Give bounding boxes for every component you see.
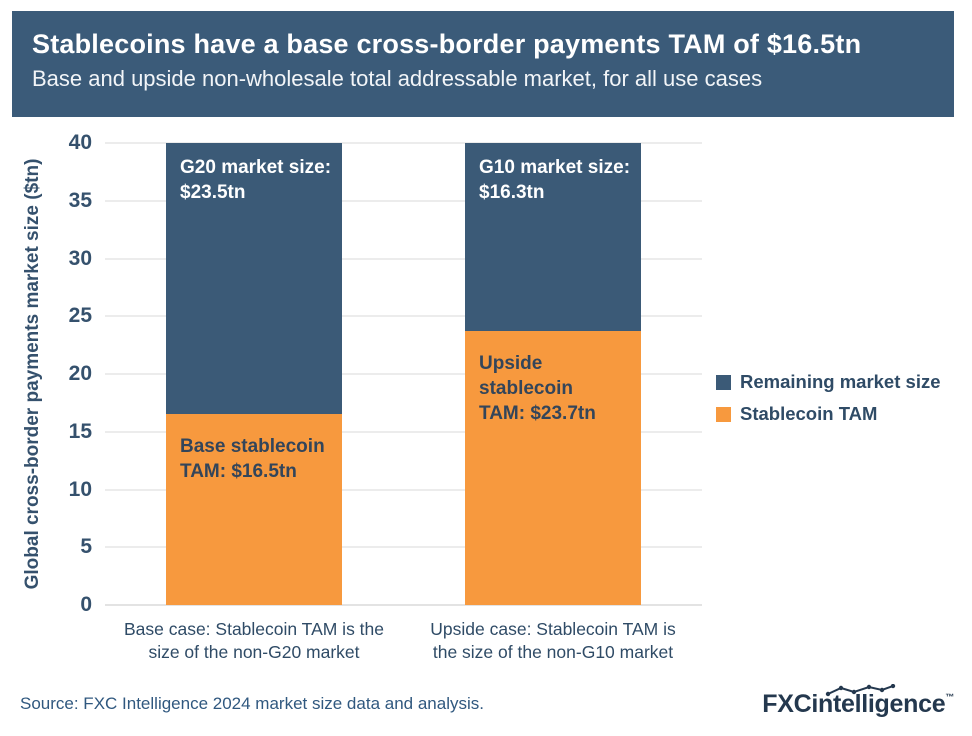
legend-label: Remaining market size	[740, 371, 941, 392]
x-category-label: Upside case: Stablecoin TAM is the size o…	[383, 618, 723, 664]
y-tick-label: 20	[68, 362, 92, 385]
fxc-intelligence-logo: FXCintelligence™	[762, 684, 954, 719]
bar-segment-label-line: G20 market size:	[180, 157, 332, 178]
grid-line	[105, 199, 702, 202]
legend-label: Stablecoin TAM	[740, 403, 878, 424]
x-category-label: Base case: Stablecoin TAM is the size of …	[84, 618, 424, 664]
x-category-label-line: Upside case: Stablecoin TAM is	[430, 619, 676, 639]
legend-swatch-icon	[716, 406, 731, 422]
bar-segment-stablecoin-tam: Upside stablecoin TAM: $23.7tn	[465, 331, 641, 605]
bar-segment-label: G20 market size: $23.5tn	[166, 143, 342, 205]
bar-segment-remaining-market: G20 market size: $23.5tn	[166, 143, 342, 415]
header-banner: Stablecoins have a base cross-border pay…	[12, 11, 954, 117]
bar-segment-label: G10 market size: $16.3tn	[465, 143, 641, 205]
grid-line	[105, 546, 702, 549]
bar-segment-label-line: $23.5tn	[180, 182, 246, 203]
bar-segment-label-line: Upside stablecoin	[479, 353, 573, 400]
logo-sparkline-icon	[826, 684, 896, 697]
source-note: Source: FXC Intelligence 2024 market siz…	[20, 694, 484, 713]
bar-segment-label-line: $16.3tn	[479, 182, 545, 203]
logo-text-bold: FXC	[762, 690, 812, 718]
bar-segment-label: Base stablecoin TAM: $16.5tn	[166, 414, 342, 484]
y-tick-label: 15	[68, 419, 92, 443]
legend-swatch-icon	[716, 374, 731, 390]
grid-line	[105, 142, 702, 144]
bar-segment-label-line: TAM: $16.5tn	[180, 461, 297, 483]
grid-line	[105, 604, 702, 606]
logo-trademark: ™	[945, 692, 954, 702]
chart-title: Stablecoins have a base cross-border pay…	[32, 29, 862, 59]
y-tick-label: 10	[68, 477, 92, 501]
x-category-label-line: Base case: Stablecoin TAM is the	[123, 619, 385, 639]
y-tick-label: 0	[80, 593, 92, 616]
grid-line	[105, 430, 702, 433]
legend: Remaining market size Stablecoin TAM	[716, 371, 941, 435]
grid-line	[105, 373, 702, 375]
stacked-bar: G10 market size: $16.3tn Upside stablecoin…	[465, 143, 641, 605]
y-tick-label: 30	[68, 246, 92, 270]
logo-text-rest: intelligence	[811, 690, 946, 718]
x-category-label-line: size of the non-G20 market	[148, 642, 360, 662]
bar-segment-label-line: G10 market size:	[479, 157, 631, 178]
bar-segment-remaining-market: G10 market size: $16.3tn	[465, 143, 641, 332]
grid-line	[105, 315, 702, 318]
y-tick-label: 25	[68, 304, 92, 328]
bar-segment-label-line: Base stablecoin	[180, 436, 325, 458]
plot-area: G20 market size: $23.5tn Base stablecoin TA…	[105, 142, 702, 662]
bar-segment-label-line: TAM: $23.7tn	[479, 403, 596, 425]
grid-line	[105, 488, 702, 491]
stacked-bar: G20 market size: $23.5tn Base stablecoin TA…	[166, 143, 342, 605]
y-tick-label: 40	[68, 131, 92, 154]
x-category-label-line: the size of the non-G10 market	[432, 642, 674, 662]
y-tick-label: 35	[68, 188, 92, 212]
y-tick-label: 5	[80, 535, 92, 559]
legend-item: Stablecoin TAM	[716, 403, 941, 425]
bar-segment-stablecoin-tam: Base stablecoin TAM: $16.5tn	[166, 414, 342, 605]
chart-subtitle: Base and upside non-wholesale total addr…	[32, 66, 763, 91]
bar-segment-label: Upside stablecoin TAM: $23.7tn	[465, 331, 641, 426]
grid-line	[105, 257, 702, 260]
legend-item: Remaining market size	[716, 371, 941, 393]
y-axis-ticks: 0 5 10 15 20 25 30 35 40	[0, 131, 92, 616]
